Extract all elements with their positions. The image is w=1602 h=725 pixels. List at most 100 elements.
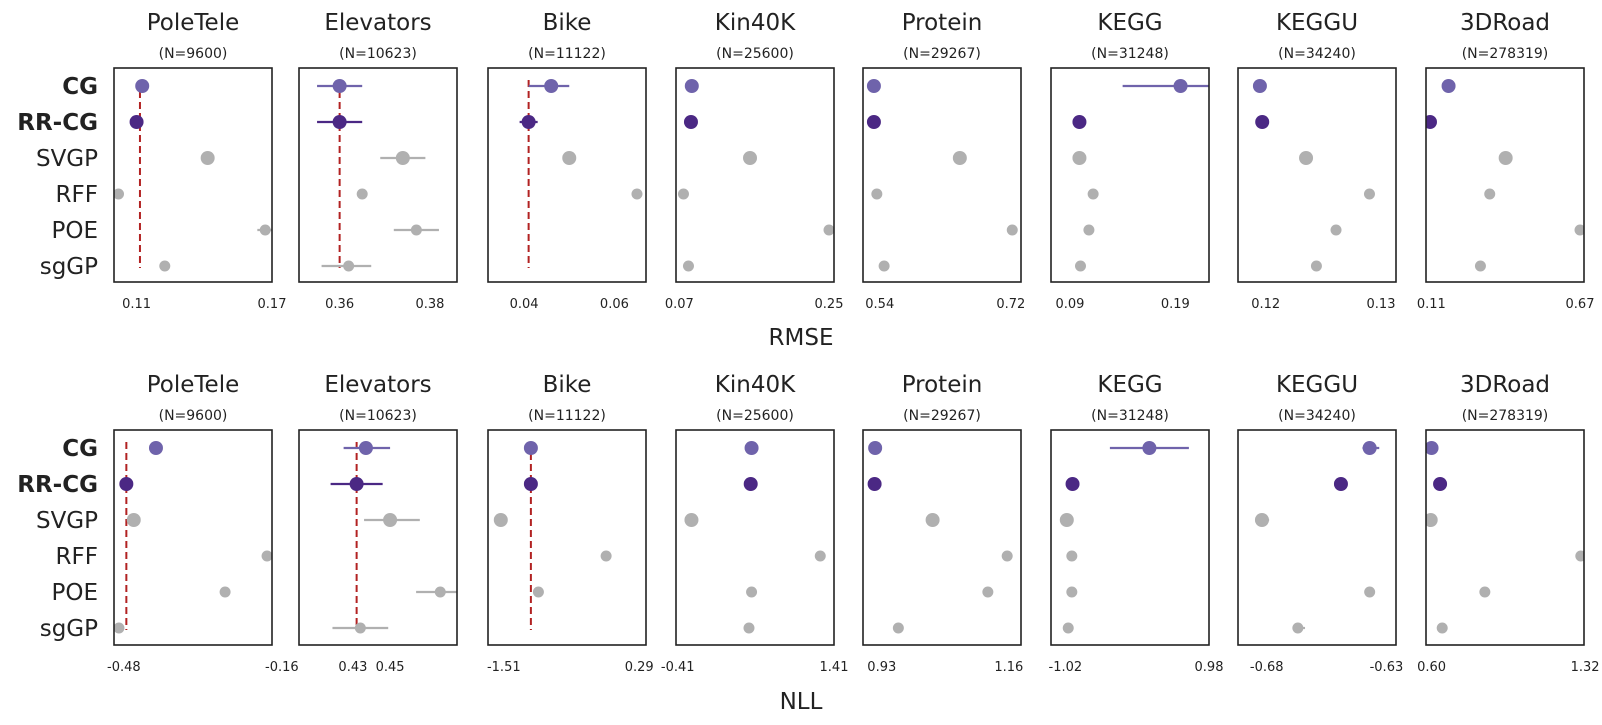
point-poe <box>1330 224 1342 236</box>
panel-frame <box>675 67 835 283</box>
point-cg <box>1252 79 1267 93</box>
tick-label: 0.43 <box>338 660 367 675</box>
point-poe <box>746 586 758 598</box>
panel-frame <box>113 67 273 283</box>
panel-title: Bike <box>543 372 592 398</box>
tick-label: 0.67 <box>1566 297 1595 312</box>
panel-sample-size: (N=31248) <box>1091 408 1169 424</box>
nll-method-label-rff: RFF <box>56 544 98 570</box>
rmse-method-label-svgp: SVGP <box>36 146 98 172</box>
point-cg <box>866 79 881 93</box>
point-sggp <box>114 622 125 634</box>
point-rff <box>871 188 883 200</box>
panel-marks <box>1426 79 1584 272</box>
rmse-method-label-rr-cg: RR-CG <box>17 110 98 136</box>
panel-frame <box>1050 67 1210 283</box>
point-cg <box>1173 79 1188 93</box>
panel-marks <box>867 441 1013 634</box>
tick-label: 0.17 <box>258 297 287 312</box>
point-sggp <box>354 622 366 634</box>
point-rff <box>515 551 526 562</box>
point-svgp <box>395 151 410 165</box>
rmse-chart: CG RR-CG SVGP RFF POE sgGP RMSE PoleTele (N=9600… <box>17 10 1594 351</box>
panel-sample-size: (N=34240) <box>1278 46 1356 62</box>
rmse-panel-elevators: Elevators (N=10623) 0.36 0.38 <box>298 10 458 312</box>
tick-label: -0.68 <box>1250 660 1284 675</box>
point-poe <box>1364 586 1376 598</box>
point-rr-cg <box>1426 115 1437 129</box>
point-poe <box>767 225 778 236</box>
tick-label: 0.19 <box>1161 297 1190 312</box>
panel-title: Kin40K <box>715 10 796 36</box>
panel-title: 3DRoad <box>1460 10 1550 36</box>
tick-label: 0.98 <box>1195 660 1224 675</box>
tick-label: 0.04 <box>510 297 539 312</box>
point-rff <box>261 550 272 562</box>
panel-title: PoleTele <box>147 10 240 36</box>
point-poe <box>1083 224 1095 236</box>
point-rff <box>1363 188 1375 200</box>
panel-title: 3DRoad <box>1460 372 1550 398</box>
point-poe <box>982 586 994 598</box>
tick-label: 0.45 <box>376 660 405 675</box>
nll-axis-label: NLL <box>780 689 823 715</box>
nll-panel-protein: Protein (N=29267) 0.93 1.16 <box>862 372 1023 675</box>
point-svgp <box>684 513 699 527</box>
panel-sample-size: (N=9600) <box>159 46 228 62</box>
point-svgp <box>383 513 398 527</box>
point-rr-cg <box>1333 477 1348 491</box>
point-svgp <box>952 151 967 165</box>
point-sggp <box>767 261 778 272</box>
point-rr-cg <box>867 477 882 491</box>
panel-sample-size: (N=11122) <box>528 46 606 62</box>
nll-panel-keggu: KEGGU (N=34240) -0.68 -0.63 <box>1237 372 1464 675</box>
point-rr-cg <box>866 115 881 129</box>
panel-frame <box>487 429 647 646</box>
tick-label: 0.54 <box>865 297 894 312</box>
rmse-panel-3droad: 3DRoad (N=278319) 0.11 0.67 <box>1417 10 1595 312</box>
point-poe <box>1066 586 1078 598</box>
rmse-method-label-poe: POE <box>51 218 98 244</box>
point-rff <box>1066 550 1078 562</box>
point-sggp <box>1310 260 1322 272</box>
point-rff <box>600 550 612 562</box>
point-rff <box>814 550 826 562</box>
panel-sample-size: (N=29267) <box>903 46 981 62</box>
panel-frame <box>862 429 1022 646</box>
rmse-axis-label: RMSE <box>769 325 834 351</box>
panel-marks <box>1059 441 1189 634</box>
panel-title: Protein <box>902 372 983 398</box>
point-poe <box>1006 224 1018 236</box>
point-poe <box>410 224 422 236</box>
point-rr-cg <box>1072 115 1087 129</box>
panel-sample-size: (N=11122) <box>528 408 606 424</box>
point-rr-cg <box>349 477 364 491</box>
point-rff <box>1453 551 1464 562</box>
rmse-panel-kin40k: Kin40K (N=25600) 0.07 0.25 <box>665 10 844 312</box>
panel-marks <box>684 441 826 634</box>
point-rff <box>1484 188 1496 200</box>
panel-sample-size: (N=9600) <box>159 408 228 424</box>
point-svgp <box>1426 513 1438 527</box>
panel-marks <box>1072 79 1209 272</box>
tick-label: 0.06 <box>600 297 629 312</box>
panel-marks <box>114 79 272 272</box>
point-rr-cg <box>523 477 538 491</box>
tick-label: 0.13 <box>1367 297 1396 312</box>
point-rff <box>631 188 643 200</box>
rmse-panel-keggu: KEGGU (N=34240) 0.12 0.13 <box>1237 10 1397 312</box>
panel-title: Protein <box>902 10 983 36</box>
panel-frame <box>298 67 458 283</box>
point-svgp <box>925 513 940 527</box>
tick-label: 0.72 <box>996 297 1025 312</box>
panel-frame <box>487 67 647 283</box>
point-poe <box>259 224 271 236</box>
nll-panel-elevators: Elevators (N=10623) 0.43 0.45 <box>298 372 526 675</box>
point-cg <box>523 441 538 455</box>
tick-label: 0.36 <box>325 297 354 312</box>
point-sggp <box>743 622 755 634</box>
tick-label: 1.32 <box>1571 660 1600 675</box>
point-rff <box>1575 550 1584 562</box>
point-cg <box>332 79 347 93</box>
